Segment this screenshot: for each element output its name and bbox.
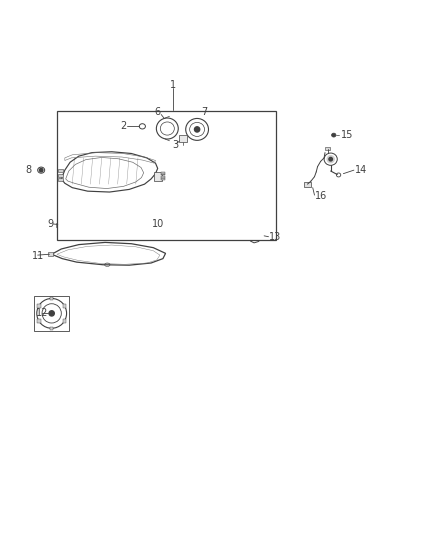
Bar xyxy=(58,174,63,177)
Ellipse shape xyxy=(332,133,336,137)
Bar xyxy=(57,111,276,240)
Bar xyxy=(50,297,53,300)
Text: 14: 14 xyxy=(355,165,367,175)
Text: 7: 7 xyxy=(201,107,208,117)
Bar xyxy=(161,176,165,177)
Text: 1: 1 xyxy=(170,80,176,90)
Bar xyxy=(63,319,66,322)
Text: 13: 13 xyxy=(269,232,282,242)
Text: 15: 15 xyxy=(341,130,353,140)
Text: 10: 10 xyxy=(152,219,165,229)
Bar xyxy=(58,178,63,181)
Text: 16: 16 xyxy=(315,191,328,201)
Bar xyxy=(34,296,69,331)
Text: 12: 12 xyxy=(36,309,48,318)
Bar xyxy=(50,327,53,330)
Bar xyxy=(325,147,330,150)
Bar xyxy=(179,135,187,142)
Bar xyxy=(37,304,41,308)
Text: 8: 8 xyxy=(25,165,32,175)
Bar xyxy=(161,178,165,180)
Circle shape xyxy=(327,156,334,163)
Text: 11: 11 xyxy=(32,251,44,261)
Text: 2: 2 xyxy=(120,122,127,131)
Circle shape xyxy=(194,127,200,132)
Bar xyxy=(161,172,165,174)
Bar xyxy=(154,172,162,181)
Circle shape xyxy=(49,311,54,316)
Text: 3: 3 xyxy=(172,140,178,150)
Text: 9: 9 xyxy=(47,219,53,229)
Bar xyxy=(56,223,60,227)
Bar xyxy=(161,174,165,175)
Bar xyxy=(37,319,41,322)
Bar xyxy=(58,169,63,172)
Bar xyxy=(48,252,53,256)
Circle shape xyxy=(329,157,332,161)
Text: 6: 6 xyxy=(155,107,161,117)
Circle shape xyxy=(39,168,43,172)
Bar xyxy=(63,304,66,308)
Bar xyxy=(304,182,311,187)
